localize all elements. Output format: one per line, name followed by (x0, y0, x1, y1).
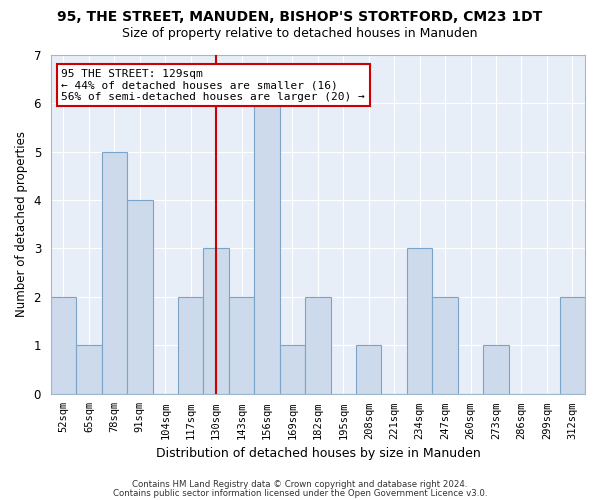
Bar (178, 297, 203, 394)
Bar (433, 297, 458, 394)
Bar (127, 200, 152, 394)
Bar (407, 248, 433, 394)
Bar (254, 104, 280, 394)
Bar (203, 248, 229, 394)
Bar (483, 345, 509, 394)
Text: Size of property relative to detached houses in Manuden: Size of property relative to detached ho… (122, 28, 478, 40)
Bar (280, 345, 305, 394)
Bar (76, 345, 101, 394)
Bar (101, 152, 127, 394)
X-axis label: Distribution of detached houses by size in Manuden: Distribution of detached houses by size … (155, 447, 480, 460)
Bar (305, 297, 331, 394)
Text: 95 THE STREET: 129sqm
← 44% of detached houses are smaller (16)
56% of semi-deta: 95 THE STREET: 129sqm ← 44% of detached … (61, 68, 365, 102)
Text: Contains HM Land Registry data © Crown copyright and database right 2024.: Contains HM Land Registry data © Crown c… (132, 480, 468, 489)
Bar (356, 345, 382, 394)
Text: Contains public sector information licensed under the Open Government Licence v3: Contains public sector information licen… (113, 488, 487, 498)
Y-axis label: Number of detached properties: Number of detached properties (15, 132, 28, 318)
Bar (51, 297, 76, 394)
Bar (229, 297, 254, 394)
Bar (560, 297, 585, 394)
Text: 95, THE STREET, MANUDEN, BISHOP'S STORTFORD, CM23 1DT: 95, THE STREET, MANUDEN, BISHOP'S STORTF… (58, 10, 542, 24)
